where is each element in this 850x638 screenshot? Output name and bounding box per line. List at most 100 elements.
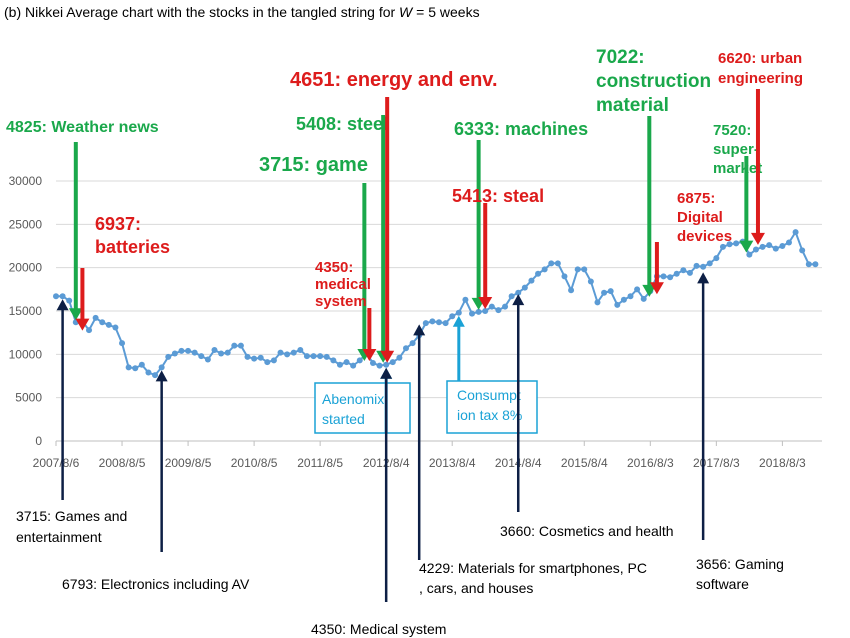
data-point <box>680 267 687 274</box>
arrow-3660-head <box>512 294 525 306</box>
label-6875: devices <box>677 228 732 245</box>
y-tick-label: 5000 <box>15 391 42 405</box>
x-axis-ticks: 2007/8/6 2008/8/5 2009/8/5 2010/8/5 2011/8/5… <box>33 441 806 470</box>
x-tick-label: 2018/8/3 <box>759 456 806 470</box>
data-point <box>218 350 225 357</box>
data-point <box>574 266 581 273</box>
data-point <box>601 289 608 296</box>
caption-text-start: (b) Nikkei Average chart with the stocks… <box>4 4 399 20</box>
data-point <box>178 347 185 354</box>
data-point <box>284 351 291 358</box>
x-tick-label: 2009/8/5 <box>165 456 212 470</box>
arrow-6793-head <box>155 370 168 382</box>
data-point <box>686 269 693 276</box>
x-tick-label: 2017/8/3 <box>693 456 740 470</box>
data-point <box>436 319 442 326</box>
data-point <box>53 293 59 300</box>
data-point <box>237 342 244 349</box>
data-point <box>369 360 376 366</box>
data-point <box>59 293 66 300</box>
data-point <box>469 310 476 317</box>
label-4350-black: 4350: Medical system <box>311 621 446 637</box>
data-point <box>198 353 205 360</box>
data-point <box>350 362 357 369</box>
arrow-3656-head <box>697 272 710 284</box>
data-point <box>792 229 799 236</box>
label-6937: 6937: <box>95 214 141 234</box>
data-point <box>667 274 674 281</box>
arrow-4350-black-head <box>380 367 393 379</box>
label-6620: engineering <box>718 70 803 87</box>
label-4825: 4825: Weather news <box>6 119 159 136</box>
x-tick-label: 2011/8/5 <box>297 456 343 470</box>
data-point <box>231 342 238 349</box>
data-point <box>785 239 792 246</box>
data-point <box>204 356 211 363</box>
data-point <box>112 324 119 331</box>
data-point <box>396 354 403 361</box>
data-point <box>693 262 700 269</box>
arrow-consumption-tax-head <box>452 315 465 327</box>
x-tick-label: 2007/8/6 <box>33 456 80 470</box>
data-point <box>422 320 429 327</box>
data-point <box>336 361 343 368</box>
arrow-5413-head <box>478 297 493 309</box>
data-point <box>535 270 542 277</box>
y-tick-label: 30000 <box>9 174 43 188</box>
data-point <box>409 340 416 347</box>
box-abenomix <box>314 382 411 434</box>
data-point <box>713 255 720 262</box>
y-tick-label: 25000 <box>9 217 43 231</box>
label-6875: 6875: <box>677 190 715 207</box>
y-tick-label: 0 <box>35 434 42 448</box>
data-point <box>607 288 614 295</box>
label-5408: 5408: steel <box>296 114 388 134</box>
grid-lines <box>56 180 822 442</box>
x-tick-label: 2015/8/4 <box>561 456 608 470</box>
arrow-6875-head <box>649 282 664 295</box>
data-point <box>581 266 588 273</box>
data-point <box>376 362 383 369</box>
data-point <box>310 353 317 360</box>
data-point <box>244 353 251 360</box>
label-7022: material <box>596 95 669 116</box>
data-point <box>508 293 515 300</box>
data-point <box>515 289 522 296</box>
data-point <box>462 296 469 303</box>
data-point <box>152 372 159 379</box>
data-point <box>92 314 99 321</box>
data-point <box>554 260 561 267</box>
data-point <box>224 349 231 356</box>
data-point <box>482 308 489 314</box>
data-point <box>343 359 350 366</box>
label-7022: construction <box>596 71 711 92</box>
x-tick-label: 2016/8/3 <box>627 456 674 470</box>
data-point <box>138 361 145 368</box>
data-point <box>449 313 456 320</box>
series-points <box>53 229 819 379</box>
label-4350-red: system <box>315 293 367 310</box>
annotations: 4825: Weather news 6937: batteries 3715: ga… <box>6 47 803 637</box>
data-point <box>317 353 324 360</box>
label-7520: market <box>713 160 762 177</box>
x-tick-label: 2013/8/4 <box>429 456 476 470</box>
label-6333: 6333: machines <box>454 119 588 139</box>
arrow-4825-head <box>68 308 83 321</box>
data-point <box>402 345 409 352</box>
arrow-4350-red-head <box>362 349 377 361</box>
label-abenomix: started <box>322 411 365 427</box>
data-point <box>706 260 713 267</box>
label-3715-black: entertainment <box>16 529 102 545</box>
data-point <box>620 296 627 303</box>
data-point <box>733 240 740 247</box>
label-4229: , cars, and houses <box>419 580 533 596</box>
chart-caption: (b) Nikkei Average chart with the stocks… <box>4 4 480 20</box>
data-point <box>86 327 93 334</box>
data-point <box>587 278 594 285</box>
data-point <box>634 286 641 293</box>
x-tick-label: 2008/8/5 <box>99 456 146 470</box>
data-point <box>356 357 363 364</box>
data-point <box>119 340 126 347</box>
data-point <box>746 251 753 258</box>
